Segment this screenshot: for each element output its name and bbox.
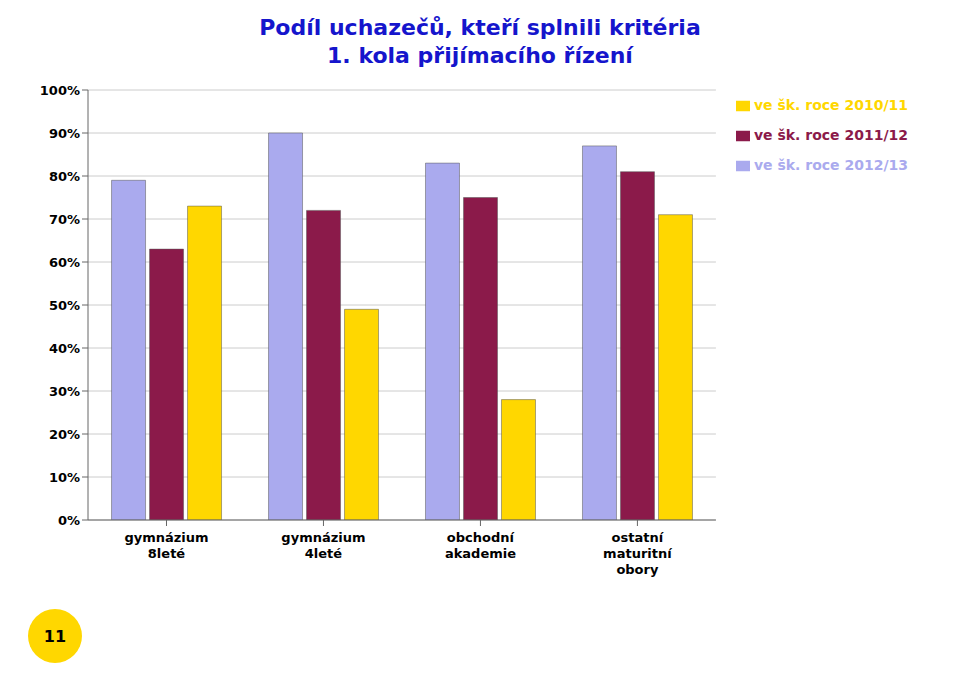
html-text:Podíl uchazečů, kteří splnili: Podíl uchazečů, kteří splnili kritéria [259,15,701,40]
svg-text:obchodníakademie: obchodníakademie [445,530,516,561]
html-text:ve šk. roce 2011/12: ve šk. roce 2011/12 [753,127,908,143]
html-text:ve šk. roce 2012/13: ve šk. roce 2012/13 [753,157,908,173]
svg-text:90%: 90% [49,126,80,141]
svg-text:gymnázium8leté: gymnázium8leté [124,530,208,561]
svg-text:100%: 100% [40,83,80,98]
html-text:ve šk. roce 2010/11: ve šk. roce 2010/11 [753,97,908,113]
html-text:1. kola přijímacího řízení: 1. kola přijímacího řízení [327,43,633,68]
svg-text:80%: 80% [49,169,80,184]
svg-text:70%: 70% [49,212,80,227]
html-text:11: 11 [43,626,67,646]
svg-text:40%: 40% [49,341,80,356]
svg-text:50%: 50% [49,298,80,313]
svg-text:gymnázium4leté: gymnázium4leté [281,530,365,561]
svg-text:20%: 20% [49,427,80,442]
svg-text:0%: 0% [58,513,80,528]
svg-text:60%: 60% [49,255,80,270]
svg-text:ostatnímaturitníobory: ostatnímaturitníobory [603,530,673,577]
svg-text:10%: 10% [49,470,80,485]
svg-text:30%: 30% [49,384,80,399]
